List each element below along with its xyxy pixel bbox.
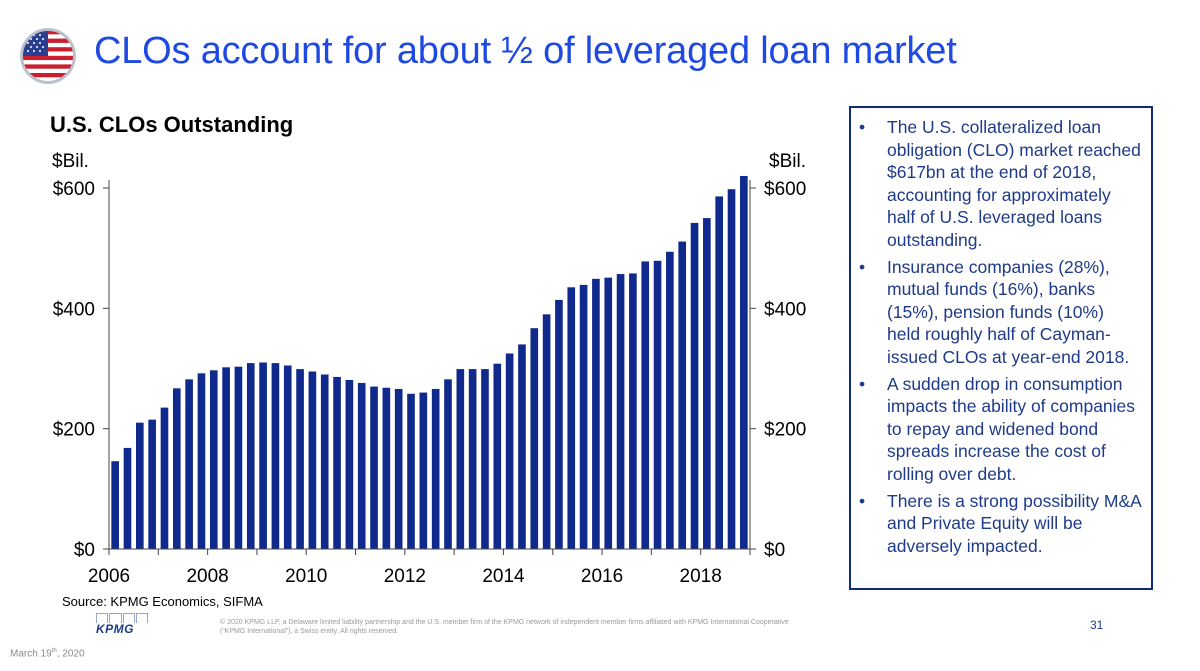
bar (209, 370, 218, 549)
bar (629, 273, 637, 549)
y-tick-label-left: $200 (53, 420, 95, 441)
bar (468, 369, 477, 549)
bar (148, 419, 156, 549)
bar (456, 369, 465, 549)
bar (715, 196, 723, 550)
bar (579, 284, 588, 549)
bar (690, 222, 699, 549)
bar (345, 379, 354, 549)
x-tick-label: 2008 (186, 566, 228, 587)
chart-labels: $0 $0 $200 $200 $400 $400 $600 $600 2006 2008 2010… (52, 151, 806, 587)
key-point: • There is a strong possibility M&A and P… (859, 490, 1141, 556)
bar (185, 379, 193, 549)
bar (419, 392, 428, 549)
bar (111, 461, 119, 549)
bar (370, 386, 378, 549)
bar (555, 299, 563, 549)
chart-title: U.S. CLOs Outstanding (50, 112, 294, 137)
kpmg-logo: KPMG (96, 613, 148, 643)
bar (296, 369, 304, 549)
bullet-marker: • (859, 117, 866, 137)
bar (567, 287, 576, 549)
bar (703, 218, 711, 549)
bar (197, 373, 206, 549)
x-tick-label: 2010 (285, 566, 327, 587)
bar (530, 328, 539, 549)
bullet-marker: • (859, 373, 866, 394)
chart-axes (103, 180, 756, 555)
bar (308, 371, 317, 549)
bar (444, 379, 452, 549)
bar (431, 388, 440, 549)
copyright-notice: © 2020 KPMG LLP, a Delaware limited liab… (220, 619, 789, 635)
y-unit-label-left: $Bil. (52, 151, 89, 172)
x-tick-label: 2014 (482, 566, 525, 587)
bar (518, 344, 526, 549)
presentation-date: March 19th, 2020 (10, 648, 85, 660)
bar (493, 363, 502, 549)
bar (222, 367, 230, 549)
us-flag-icon (20, 28, 76, 84)
bar (407, 393, 415, 549)
y-tick-label-left: $0 (74, 540, 95, 561)
y-tick-label-left: $600 (53, 179, 95, 200)
bar (505, 353, 514, 549)
key-point: • A sudden drop in consumption impacts th… (859, 373, 1136, 484)
bar (333, 376, 341, 549)
bar (123, 447, 132, 549)
bar (481, 369, 489, 549)
y-tick-label-right: $400 (764, 299, 806, 320)
bar (653, 260, 662, 549)
bar (160, 407, 169, 549)
y-tick-label-right: $0 (764, 540, 785, 561)
x-tick-label: 2018 (680, 566, 722, 587)
clo-bar-chart: $0 $0 $200 $200 $400 $400 $600 $600 2006 2008 2010… (52, 151, 806, 587)
bar (283, 365, 292, 549)
page-title: CLOs account for about ½ of leveraged lo… (94, 30, 957, 72)
bullet-marker: • (859, 256, 866, 277)
bar (320, 374, 329, 549)
bar (271, 363, 280, 549)
bar (666, 251, 674, 549)
bar (234, 366, 243, 549)
bar (542, 314, 551, 549)
key-points-box: • The U.S. collateralized loan obligation… (849, 106, 1153, 590)
x-tick-label: 2006 (88, 566, 130, 587)
bar (357, 382, 366, 549)
bar (172, 388, 181, 549)
bar (727, 189, 736, 549)
y-tick-label-right: $200 (764, 420, 806, 441)
bar (616, 274, 625, 549)
source-note: Source: KPMG Economics, SIFMA (62, 594, 263, 609)
bar (592, 278, 600, 549)
bullet-marker: • (859, 490, 866, 511)
bar (382, 387, 391, 549)
bar (641, 261, 650, 549)
bar (136, 422, 144, 549)
bar (678, 241, 687, 550)
x-tick-label: 2016 (581, 566, 623, 587)
key-point: • Insurance companies (28%), mutual funds… (859, 256, 1130, 367)
key-point: • The U.S. collateralized loan obligation… (859, 117, 1141, 250)
bar (259, 362, 267, 549)
kpmg-logo-text: KPMG (96, 622, 134, 636)
bar-series (111, 175, 748, 550)
bar (394, 388, 403, 549)
bar (740, 175, 748, 549)
bar (246, 363, 255, 549)
y-tick-label-left: $400 (53, 299, 95, 320)
y-unit-label-right: $Bil. (769, 151, 806, 172)
page-number: 31 (1090, 618, 1104, 632)
y-tick-label-right: $600 (764, 179, 806, 200)
x-tick-label: 2012 (384, 566, 426, 587)
bar (604, 277, 613, 549)
